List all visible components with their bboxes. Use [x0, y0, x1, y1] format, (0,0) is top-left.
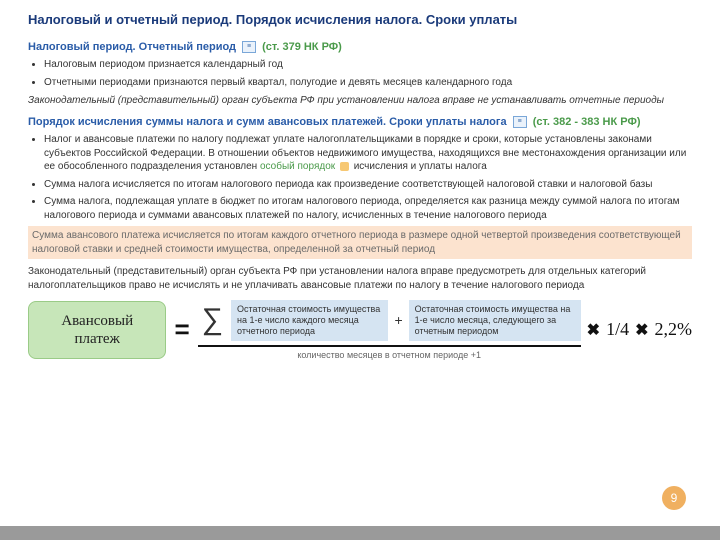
special-order-link[interactable]: особый порядок — [260, 161, 335, 172]
section2-heading-green: (ст. 382 - 383 НК РФ) — [533, 116, 641, 128]
section2-heading-blue: Порядок исчисления суммы налога и сумм а… — [28, 116, 507, 128]
doc-icon: ≡ — [513, 116, 527, 128]
section2-closing: Законодательный (представительный) орган… — [28, 265, 692, 292]
formula-row: Авансовый платеж = ∑ Остаточная стоимост… — [28, 300, 692, 359]
section1-heading: Налоговый период. Отчетный период ≡ (ст.… — [28, 41, 692, 53]
multiply-icon-2: ✖ — [635, 320, 648, 340]
fraction-numerator: ∑ Остаточная стоимость имущества на 1-е … — [198, 300, 581, 342]
plus-sign: + — [392, 312, 404, 328]
list-item: Сумма налога исчисляется по итогам налог… — [44, 178, 692, 192]
residual-box-1: Остаточная стоимость имущества на 1-е чи… — [231, 300, 388, 340]
list-item: Налог и авансовые платежи по налогу подл… — [44, 133, 692, 174]
external-icon — [340, 162, 349, 171]
section1-heading-blue: Налоговый период. Отчетный период — [28, 41, 236, 53]
slide: Налоговый и отчетный период. Порядок исч… — [0, 0, 720, 540]
advance-payment-box: Авансовый платеж — [28, 301, 166, 359]
rate-percent: 2,2% — [655, 319, 693, 340]
page-title: Налоговый и отчетный период. Порядок исч… — [28, 12, 692, 27]
list-item-highlight: Сумма авансового платежа исчисляется по … — [28, 226, 692, 259]
equals-sign: = — [174, 314, 189, 345]
list-item: Сумма налога, подлежащая уплате в бюджет… — [44, 195, 692, 222]
bullet-text-b: исчисления и уплаты налога — [351, 161, 487, 172]
page-number-badge: 9 — [662, 486, 686, 510]
section2-heading: Порядок исчисления суммы налога и сумм а… — [28, 116, 692, 128]
list-item: Отчетными периодами признаются первый кв… — [44, 76, 692, 90]
fraction-bar — [198, 345, 581, 347]
section1-note: Законодательный (представительный) орган… — [28, 95, 692, 106]
highlight-text: Сумма авансового платежа исчисляется по … — [28, 226, 692, 259]
multiply-icon-1: ✖ — [587, 320, 600, 340]
one-quarter: 1/4 — [606, 319, 629, 340]
sigma-icon: ∑ — [198, 305, 227, 335]
fraction: ∑ Остаточная стоимость имущества на 1-е … — [198, 300, 581, 359]
section1-list: Налоговым периодом признается календарны… — [28, 58, 692, 89]
footer-shadow — [0, 526, 720, 540]
section2-list: Налог и авансовые платежи по налогу подл… — [28, 133, 692, 259]
section1-heading-green: (ст. 379 НК РФ) — [262, 41, 342, 53]
list-item: Налоговым периодом признается календарны… — [44, 58, 692, 72]
residual-box-2: Остаточная стоимость имущества на 1-е чи… — [409, 300, 581, 340]
doc-icon: ≡ — [242, 41, 256, 53]
fraction-denominator: количество месяцев в отчетном периоде +1 — [198, 349, 581, 360]
